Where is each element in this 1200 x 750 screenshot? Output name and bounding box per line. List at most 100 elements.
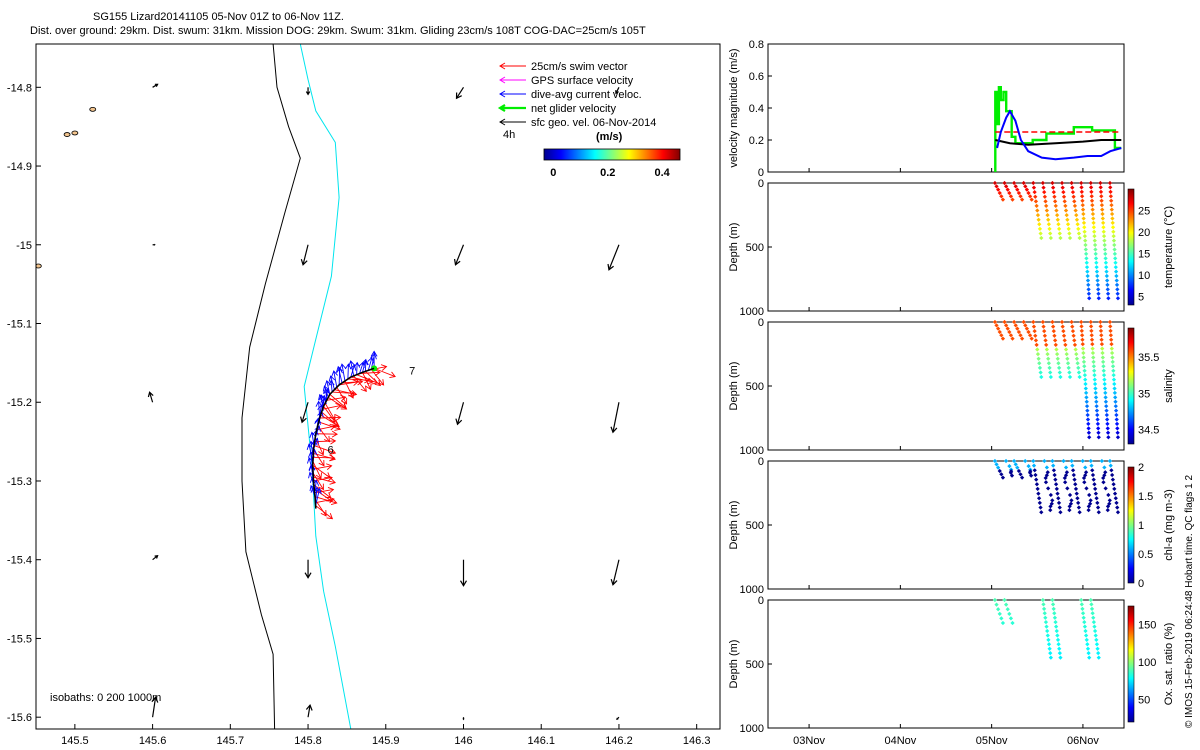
swim-vector-head (365, 383, 372, 391)
salinity-point (1084, 404, 1090, 409)
temperature-point (1090, 203, 1095, 208)
current-vector-head (370, 350, 378, 357)
salinity-point (1113, 408, 1119, 413)
temperature-point (1039, 235, 1044, 241)
geo-vector-head (154, 554, 159, 559)
map-x-tick-label: 145.7 (217, 735, 245, 747)
salinity-point (1090, 346, 1095, 351)
current-vector-head (328, 375, 336, 382)
geo-vector-head (300, 416, 307, 424)
temperature-point (1048, 235, 1053, 241)
chl-point (1107, 458, 1113, 464)
current-vector-head (309, 476, 316, 483)
temperature-point (1108, 194, 1114, 199)
temperature-point (1052, 199, 1058, 204)
chl-frame (767, 460, 1125, 590)
salinity-point (1050, 324, 1056, 329)
oxygen-point (1091, 620, 1096, 625)
temperature-point (1082, 229, 1087, 234)
swim-vector-head (326, 513, 334, 520)
salinity-point (1105, 421, 1110, 427)
salinity-point (1016, 329, 1022, 335)
chl-point (1089, 463, 1094, 468)
chl-point (1009, 473, 1015, 478)
chl-point (1072, 477, 1077, 482)
chl-point (1114, 500, 1119, 506)
salinity-point (1090, 342, 1095, 347)
oxygen-point (1005, 607, 1010, 612)
temperature-point (1085, 273, 1090, 279)
temperature-point (1079, 185, 1084, 190)
map-frame (35, 43, 721, 730)
map-y-tick-label: -15.4 (7, 555, 32, 567)
temperature-point (1091, 225, 1096, 230)
temperature-point (1103, 260, 1109, 265)
oxygen-point (1080, 611, 1086, 616)
swim-vector-head (374, 379, 382, 387)
colorbar-tick-label: 0.4 (655, 167, 671, 179)
temperature-point (1067, 235, 1073, 241)
chl-point (997, 468, 1002, 474)
chl-point (1052, 472, 1057, 478)
chl-point (1000, 475, 1006, 480)
temperature-point (1092, 242, 1098, 248)
velocity-y-tick-label: 0.8 (749, 39, 764, 51)
salinity-point (1059, 319, 1065, 325)
chl-point (1035, 486, 1040, 492)
swim-vector-head (315, 472, 322, 480)
chl-colorbar-tick: 1 (1138, 520, 1144, 532)
temperature-point (1032, 190, 1037, 195)
temperature-point (1113, 256, 1118, 261)
chl-point (1054, 486, 1059, 492)
salinity-point (1061, 333, 1067, 338)
chl-point (1032, 468, 1037, 473)
salinity-point (1074, 351, 1079, 357)
geo-vector-head (459, 580, 468, 587)
temperature-point (1114, 278, 1119, 283)
salinity-point (1050, 319, 1055, 325)
time-x-tick-label: 04Nov (884, 735, 916, 747)
chl-point (1039, 510, 1044, 515)
salinity-point (1100, 350, 1105, 356)
salinity-colorbar-tick: 34.5 (1138, 425, 1159, 437)
salinity-point (1105, 426, 1110, 431)
salinity-point (1082, 364, 1087, 369)
salinity-point (1052, 333, 1057, 338)
salinity-point (1114, 417, 1119, 422)
chl-point (1112, 486, 1117, 492)
oxygen-point (1055, 637, 1061, 642)
swim-vector-head (335, 403, 342, 410)
temperature-point (997, 190, 1002, 196)
salinity-colorbar (1127, 327, 1135, 445)
chl-point (1108, 463, 1113, 468)
current-vector (338, 368, 341, 385)
oxygen-point (996, 607, 1001, 612)
reef-island (63, 132, 71, 137)
temperature-point (1110, 216, 1115, 221)
temperature-point (1036, 217, 1041, 222)
temperature-colorbar-tick: 5 (1138, 291, 1144, 303)
oxygen-point (1040, 597, 1045, 603)
current-vector (359, 362, 364, 374)
salinity-point (1045, 351, 1050, 357)
map-y-tick-label: -15.2 (7, 397, 32, 409)
current-vector (333, 370, 338, 388)
swim-vector (312, 472, 324, 490)
temperature-point (1111, 234, 1116, 239)
swim-vector (322, 404, 342, 410)
map-background (36, 44, 720, 729)
temperature-point (1013, 184, 1018, 189)
salinity-point (1099, 337, 1104, 342)
oxygen-point (1085, 646, 1091, 651)
salinity-point (1011, 319, 1017, 325)
map-x-tick-label: 145.6 (139, 735, 167, 747)
temperature-point (1055, 217, 1060, 222)
chl-point (1036, 491, 1041, 496)
salinity-point (1081, 350, 1086, 356)
colorbar-tick-label: 0.2 (600, 167, 615, 179)
oxygen-point (1046, 637, 1051, 642)
temperature-point (1106, 296, 1111, 301)
salinity-point (1107, 319, 1113, 325)
